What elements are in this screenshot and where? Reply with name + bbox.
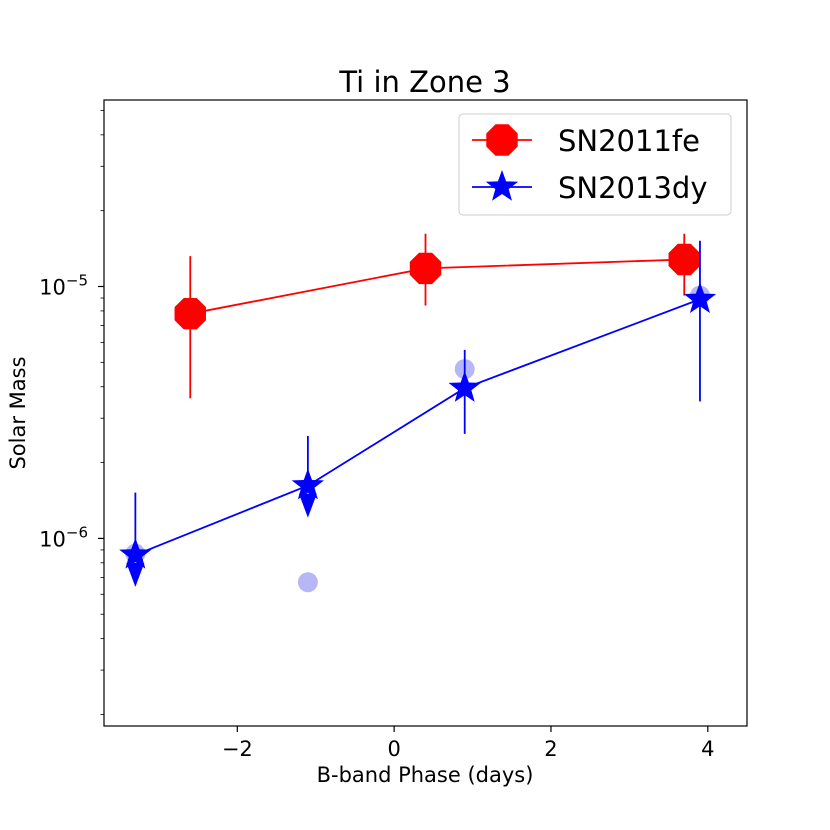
faded-point — [297, 572, 318, 593]
legend-label: SN2011fe — [558, 124, 700, 158]
legend-label: SN2013dy — [558, 171, 707, 205]
marker-star — [119, 537, 152, 569]
x-tick-label: 0 — [387, 737, 400, 761]
x-tick-label: −2 — [222, 737, 253, 761]
axes: −2 0 2 4 10−6 10−5 — [39, 110, 714, 761]
legend: SN2011fe SN2013dy — [458, 113, 732, 216]
y-tick-label: 10−5 — [39, 271, 88, 299]
marker-star — [448, 371, 481, 402]
marker-octagon — [409, 252, 442, 285]
series-line — [135, 298, 701, 556]
series-SN2011fe — [174, 233, 700, 399]
plot-frame — [103, 99, 748, 727]
upper-limit-arrow — [298, 493, 317, 518]
legend-marker-octagon — [486, 124, 518, 156]
legend-marker-star — [485, 170, 519, 201]
y-axis-label: Solar Mass — [6, 356, 30, 469]
upper-limit-arrow — [126, 562, 145, 587]
x-axis-label: B-band Phase (days) — [317, 763, 534, 787]
series-SN2013dy — [119, 240, 717, 587]
marker-star — [291, 468, 325, 500]
plot-area — [119, 233, 717, 593]
marker-octagon — [668, 243, 700, 276]
marker-star — [683, 282, 717, 313]
x-tick-label: 2 — [544, 737, 557, 761]
y-tick-label: 10−6 — [39, 523, 88, 551]
x-tick-label: 4 — [701, 737, 714, 761]
chart-title: Ti in Zone 3 — [338, 65, 510, 99]
marker-octagon — [174, 297, 206, 330]
